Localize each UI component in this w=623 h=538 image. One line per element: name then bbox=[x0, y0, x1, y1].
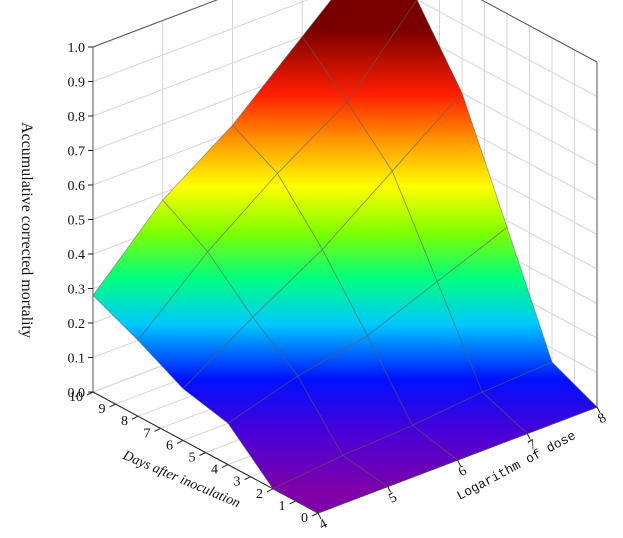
z-tick-label: 1.0 bbox=[68, 41, 86, 56]
day-tick-mark bbox=[154, 427, 161, 432]
day-tick-mark bbox=[199, 452, 206, 456]
day-tick-mark bbox=[221, 464, 229, 469]
dose-tick-mark bbox=[596, 406, 601, 414]
z-tick-label: 0.6 bbox=[68, 179, 86, 194]
z-tick-label: 0.4 bbox=[68, 248, 86, 263]
box-edge bbox=[92, 0, 219, 48]
day-tick-label: 5 bbox=[189, 451, 196, 466]
z-tick-label: 0.3 bbox=[68, 283, 86, 298]
day-tick-label: 8 bbox=[121, 414, 128, 429]
day-tick-mark bbox=[266, 488, 274, 493]
day-tick-mark bbox=[244, 476, 251, 481]
surface-patch bbox=[481, 361, 598, 434]
day-tick-mark bbox=[289, 500, 296, 505]
z-tick-label: 0.5 bbox=[68, 214, 86, 229]
dose-tick-mark bbox=[457, 459, 461, 467]
z-tick-label: 0.9 bbox=[68, 76, 86, 91]
dose-tick-label: 6 bbox=[456, 464, 469, 481]
box-edge bbox=[480, 0, 598, 63]
day-tick-mark bbox=[109, 403, 116, 408]
dose-tick-label: 8 bbox=[596, 411, 609, 428]
days-axis-label: Days after inoculation bbox=[120, 448, 243, 511]
z-tick-label: 0.8 bbox=[68, 110, 86, 125]
day-tick-label: 4 bbox=[211, 463, 218, 478]
dose-tick-mark bbox=[526, 433, 531, 440]
day-tick-mark bbox=[131, 415, 139, 420]
z-tick-label: 0.0 bbox=[68, 386, 86, 401]
tick-layer: 0.00.10.20.30.40.50.60.70.80.91.00123456… bbox=[68, 41, 609, 533]
day-tick-mark bbox=[86, 391, 94, 396]
z-tick-label: 0.7 bbox=[68, 145, 86, 160]
day-tick-label: 6 bbox=[166, 438, 173, 453]
dose-tick-label: 5 bbox=[386, 490, 399, 507]
day-tick-label: 2 bbox=[256, 487, 263, 502]
z-tick-label: 0.1 bbox=[68, 352, 86, 367]
dose-tick-mark bbox=[387, 486, 392, 493]
z-axis-label: Accumulative corrected mortality bbox=[18, 122, 35, 338]
surface-layer bbox=[92, 0, 598, 514]
day-tick-label: 7 bbox=[144, 426, 151, 441]
day-tick-label: 1 bbox=[279, 499, 286, 514]
day-tick-mark bbox=[311, 512, 319, 517]
day-tick-label: 9 bbox=[99, 402, 106, 417]
day-tick-label: 0 bbox=[301, 511, 308, 526]
day-tick-label: 3 bbox=[234, 475, 241, 490]
day-tick-mark bbox=[176, 439, 184, 444]
z-tick-label: 0.2 bbox=[68, 317, 86, 332]
day-tick-label: 10 bbox=[69, 390, 83, 405]
dose-tick-label: 4 bbox=[317, 517, 330, 534]
dose-tick-mark bbox=[317, 512, 322, 520]
